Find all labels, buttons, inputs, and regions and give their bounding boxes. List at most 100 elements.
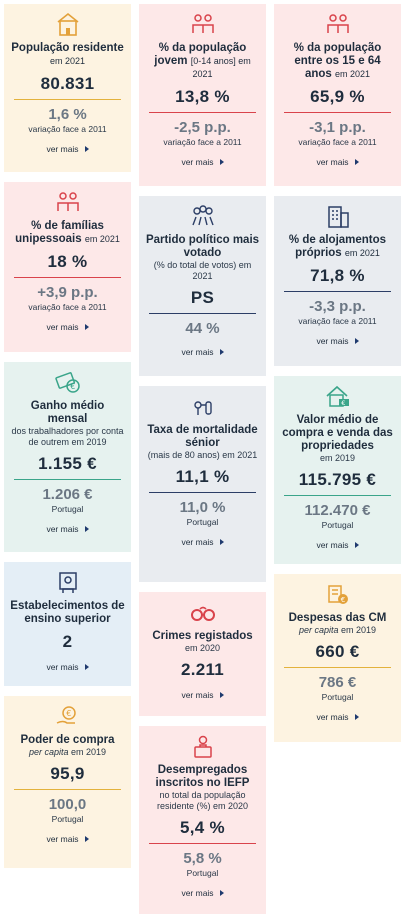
card-title: Ganho médio mensal (30, 400, 105, 425)
ver-mais-label: ver mais (181, 537, 214, 547)
card-value: 13,8 % (175, 87, 230, 106)
ver-mais-link[interactable]: ver mais (46, 144, 89, 154)
ver-mais-link[interactable]: ver mais (181, 690, 224, 700)
ver-mais-link[interactable]: ver mais (181, 537, 224, 547)
mortality-icon (145, 392, 260, 422)
arrow-right-icon (84, 664, 89, 670)
unemployed-icon (145, 732, 260, 762)
card-subtitle: em 2021 (335, 69, 371, 79)
arrow-right-icon (84, 324, 89, 330)
divider (149, 112, 256, 113)
card-secondary-value: -2,5 p.p. (174, 119, 231, 136)
card-title: % de famílias unipessoais (15, 220, 104, 245)
card-caption: variação face a 2011 (163, 137, 242, 147)
divider (284, 112, 391, 113)
card-subtitle: em 2021 (49, 56, 86, 66)
ver-mais-link[interactable]: ver mais (181, 347, 224, 357)
house-price-icon: € (280, 382, 395, 412)
card-populacao-residente: População residente em 2021 80.831 1,6 %… (4, 4, 131, 172)
card-despesas-cm: € Despesas das CM per capita em 2019 660… (274, 574, 401, 742)
ver-mais-label: ver mais (46, 834, 79, 844)
ver-mais-label: ver mais (316, 336, 349, 346)
ver-mais-link[interactable]: ver mais (316, 336, 359, 346)
ver-mais-link[interactable]: ver mais (316, 712, 359, 722)
card-poder-compra: € Poder de compra per capita em 2019 95,… (4, 696, 131, 868)
card-value: 18 % (47, 252, 88, 271)
card-value: 660 € (315, 642, 360, 661)
svg-text:€: € (70, 382, 75, 391)
divider (14, 479, 121, 480)
ver-mais-label: ver mais (46, 524, 79, 534)
card-secondary-value: -3,3 p.p. (309, 298, 366, 315)
divider (14, 789, 121, 790)
card-subtitle: [0-14 anos] em 2021 (190, 56, 251, 79)
divider (149, 492, 256, 493)
card-caption: variação face a 2011 (298, 316, 377, 326)
card-description: no total da população residente (%) em 2… (156, 790, 249, 811)
arrow-right-icon (84, 526, 89, 532)
card-description: em 2019 (71, 747, 107, 757)
money-icon: € (10, 368, 125, 398)
card-title: % de alojamentos próprios (288, 234, 387, 259)
card-value: 65,9 % (310, 87, 365, 106)
card-familias-unipessoais: % de famílias unipessoais em 2021 18 % +… (4, 182, 131, 352)
card-caption: variação face a 2011 (298, 137, 377, 147)
card-value: 71,8 % (310, 266, 365, 285)
voting-icon (145, 202, 260, 232)
card-caption: Portugal (186, 517, 219, 527)
card-secondary-value: 11,0 % (179, 499, 226, 516)
building-icon (280, 202, 395, 232)
divider (284, 667, 391, 668)
ver-mais-label: ver mais (46, 322, 79, 332)
svg-text:€: € (66, 709, 71, 718)
card-secondary-value: 112.470 € (304, 502, 371, 519)
card-value: 95,9 (50, 764, 85, 783)
arrow-right-icon (219, 890, 224, 896)
divider (284, 495, 391, 496)
card-value: 11,1 % (175, 467, 230, 486)
card-ganho-medio: € Ganho médio mensal dos trabalhadores p… (4, 362, 131, 552)
ver-mais-label: ver mais (316, 157, 349, 167)
arrow-right-icon (354, 338, 359, 344)
card-valor-medio-propriedades: € Valor médio de compra e venda das prop… (274, 376, 401, 564)
card-description: (% do total de votos) em 2021 (153, 260, 252, 281)
card-crimes-registados: Crimes registados em 2020 2.211 ver mais (139, 592, 266, 716)
card-value: 1.155 € (38, 454, 97, 473)
divider (284, 291, 391, 292)
card-title: Partido político mais votado (145, 234, 260, 259)
card-value: 2 (62, 632, 73, 651)
card-description: em 2020 (184, 643, 221, 653)
card-secondary-value: 5,8 % (183, 850, 222, 867)
card-value: 80.831 (40, 74, 95, 93)
card-secondary-value: 1,6 % (48, 106, 87, 123)
card-desempregados: Desempregados inscritos no IEFP no total… (139, 726, 266, 914)
ver-mais-link[interactable]: ver mais (46, 322, 89, 332)
ver-mais-link[interactable]: ver mais (181, 157, 224, 167)
ver-mais-label: ver mais (181, 157, 214, 167)
card-value: 5,4 % (180, 818, 225, 837)
arrow-right-icon (219, 349, 224, 355)
ver-mais-link[interactable]: ver mais (181, 888, 224, 898)
ver-mais-link[interactable]: ver mais (316, 157, 359, 167)
card-title: Poder de compra (20, 734, 115, 746)
arrow-right-icon (84, 146, 89, 152)
arrow-right-icon (219, 159, 224, 165)
card-title: Despesas das CM (288, 612, 387, 624)
svg-text:€: € (341, 399, 345, 407)
arrow-right-icon (84, 836, 89, 842)
card-alojamentos-proprios: % de alojamentos próprios em 2021 71,8 %… (274, 196, 401, 366)
ver-mais-link[interactable]: ver mais (46, 834, 89, 844)
card-caption: Portugal (186, 868, 219, 878)
ver-mais-link[interactable]: ver mais (46, 524, 89, 534)
coins-icon: € (280, 580, 395, 610)
divider (14, 99, 121, 100)
card-description: dos trabalhadores por conta de outrem em… (11, 426, 124, 447)
card-caption: variação face a 2011 (28, 124, 107, 134)
ver-mais-link[interactable]: ver mais (46, 662, 89, 672)
card-title: % da população jovem (154, 42, 247, 67)
card-value: 2.211 (180, 660, 225, 679)
card-title: Desempregados inscritos no IEFP (155, 764, 250, 789)
card-caption: Portugal (51, 504, 84, 514)
family-icon (145, 10, 260, 40)
ver-mais-link[interactable]: ver mais (316, 540, 359, 550)
